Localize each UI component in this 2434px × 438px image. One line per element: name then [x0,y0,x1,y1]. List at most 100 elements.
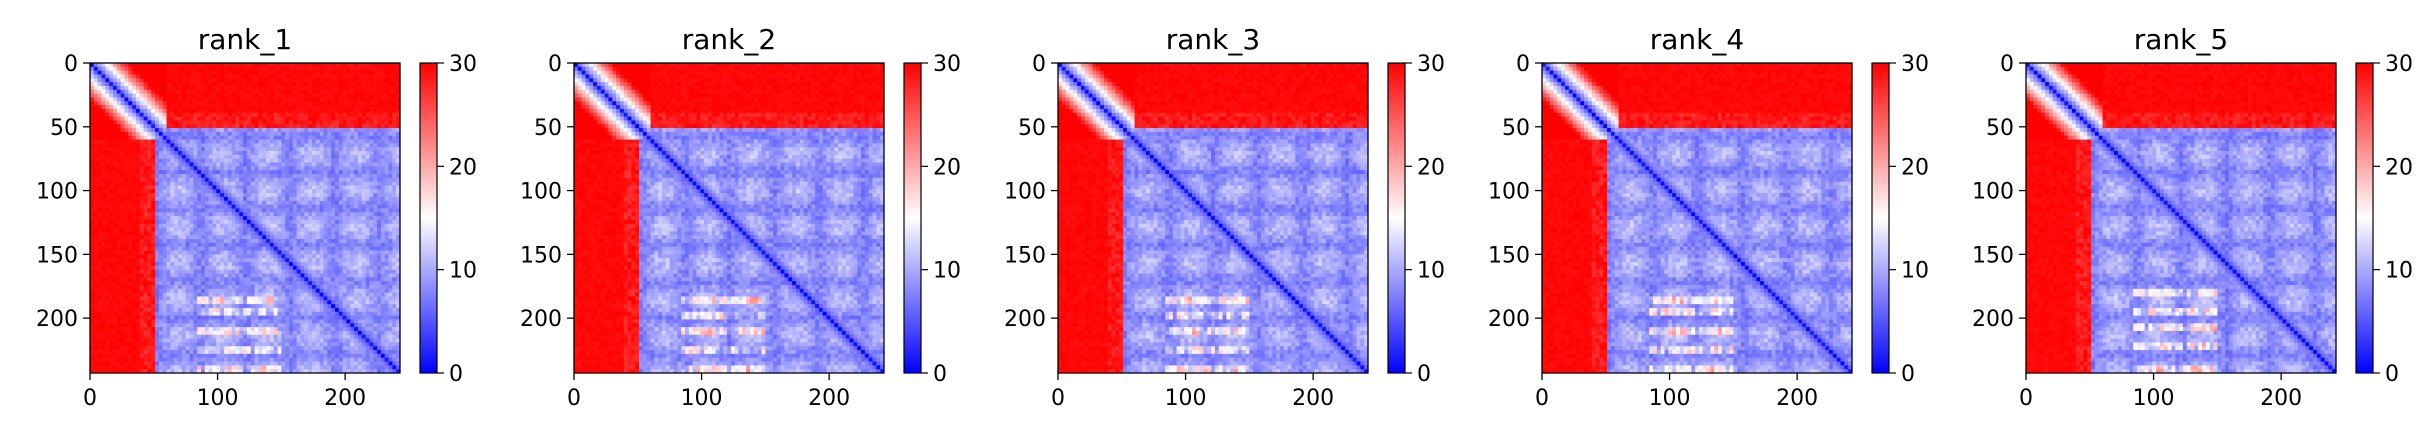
heatmap-cell [316,117,320,121]
heatmap-cell [209,109,213,113]
heatmap-cell [190,216,194,220]
heatmap-cell [174,74,178,78]
heatmap-cell [159,90,163,94]
heatmap-cell [289,205,293,209]
heatmap-cell [381,193,385,197]
heatmap-cell [358,197,362,201]
heatmap-cell [258,182,262,186]
heatmap-cell [289,117,293,121]
heatmap-cell [121,243,125,247]
heatmap-cell [343,90,347,94]
heatmap-cell [159,94,163,98]
heatmap-cell [216,109,220,113]
heatmap-cell [228,101,232,105]
heatmap-cell [362,132,366,136]
heatmap-cell [109,74,113,78]
heatmap-cell [362,231,366,235]
heatmap-cell [197,82,201,86]
heatmap-cell [358,193,362,197]
heatmap-cell [190,97,194,101]
heatmap-cell [113,185,117,189]
heatmap-cell [109,208,113,212]
heatmap-cell [182,117,186,121]
heatmap-cell [350,197,354,201]
heatmap-cell [109,235,113,239]
heatmap-cell [258,132,262,136]
heatmap-cell [132,94,136,98]
heatmap-cell [197,220,201,224]
heatmap-cell [232,113,236,117]
heatmap-cell [331,101,335,105]
heatmap-cell [327,90,331,94]
heatmap-cell [381,101,385,105]
heatmap-cell [300,174,304,178]
heatmap-cell [392,216,396,220]
heatmap-cell [304,208,308,212]
heatmap-cell [220,220,224,224]
heatmap-cell [124,189,128,193]
heatmap-cell [144,71,148,75]
heatmap-cell [308,155,312,159]
heatmap-cell [94,82,98,86]
heatmap-cell [228,94,232,98]
heatmap-cell [377,97,381,101]
heatmap-cell [132,78,136,82]
heatmap-cell [285,151,289,155]
heatmap-cell [270,143,274,147]
heatmap-cell [293,128,297,132]
heatmap-cell [94,105,98,109]
heatmap-cell [251,155,255,159]
heatmap-cell [392,159,396,163]
heatmap-cell [366,208,370,212]
heatmap-cell [201,166,205,170]
heatmap-cell [174,178,178,182]
heatmap-cell [389,170,393,174]
heatmap-cell [182,201,186,205]
heatmap-cell [205,128,209,132]
heatmap-cell [285,228,289,232]
heatmap-cell [320,113,324,117]
heatmap-cell [304,124,308,128]
heatmap-cell [239,143,243,147]
heatmap-cell [366,78,370,82]
heatmap-cell [369,128,373,132]
heatmap-cell [201,228,205,232]
heatmap-cell [178,143,182,147]
heatmap-cell [140,216,144,220]
heatmap-cell [235,117,239,121]
heatmap-cell [178,228,182,232]
heatmap-cell [98,212,102,216]
heatmap-cell [155,86,159,90]
heatmap-cell [174,185,178,189]
heatmap-cell [178,124,182,128]
heatmap-cell [121,94,125,98]
heatmap-cell [278,220,282,224]
heatmap-cell [167,136,171,140]
heatmap-cell [331,174,335,178]
heatmap-cell [128,231,132,235]
heatmap-cell [281,201,285,205]
heatmap-cell [113,147,117,151]
heatmap-cell [117,159,121,163]
heatmap-cell [266,101,270,105]
heatmap-cell [316,185,320,189]
heatmap-cell [346,224,350,228]
heatmap-cell [358,185,362,189]
heatmap-cell [327,82,331,86]
heatmap-cell [220,74,224,78]
heatmap-cell [243,120,247,124]
heatmap-cell [243,189,247,193]
heatmap-cell [308,228,312,232]
heatmap-cell [312,105,316,109]
heatmap-cell [132,208,136,212]
heatmap-cell [255,67,259,71]
heatmap-cell [228,159,232,163]
heatmap-cell [247,74,251,78]
heatmap-cell [101,174,105,178]
heatmap-cell [117,140,121,144]
heatmap-cell [304,113,308,117]
heatmap-cell [366,197,370,201]
heatmap-cell [151,101,155,105]
heatmap-cell [121,82,125,86]
